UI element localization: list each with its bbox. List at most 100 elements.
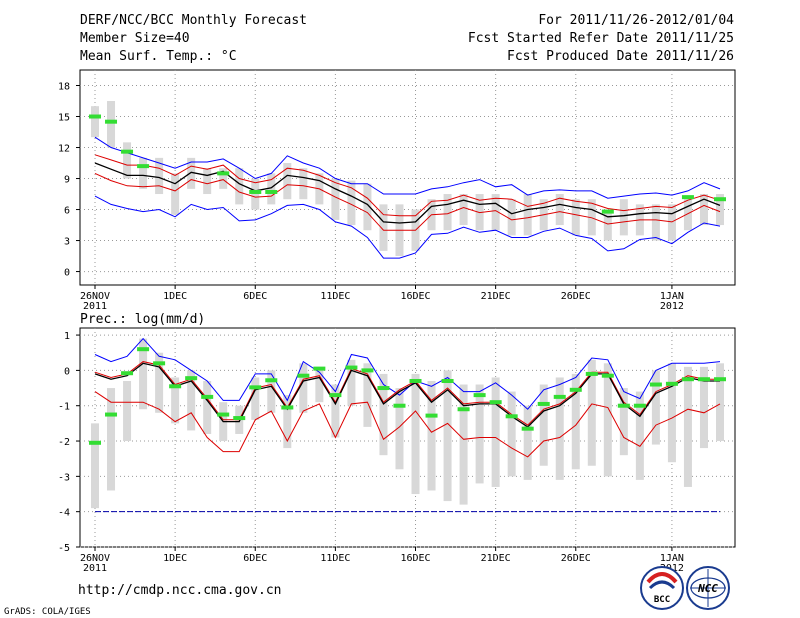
- prec-observed-marker: [681, 377, 694, 382]
- temp-upper-line: [94, 154, 721, 217]
- prec-spread-box: [363, 363, 372, 427]
- temp-xtick-label: 26NOV: [80, 291, 110, 302]
- temp-spread-box: [443, 194, 452, 231]
- prec-observed-marker: [329, 393, 342, 398]
- prec-ytick-label: -4: [58, 508, 70, 519]
- prec-spread-box: [267, 370, 276, 413]
- temp-ytick-label: 15: [58, 113, 70, 124]
- ncc-logo: NCC: [686, 566, 730, 610]
- prec-spread-box: [251, 377, 260, 420]
- prec-observed-marker: [313, 366, 326, 371]
- prec-spread-box: [716, 363, 724, 442]
- prec-observed-marker: [553, 394, 566, 399]
- prec-observed-marker: [105, 412, 118, 417]
- prec-observed-marker: [617, 403, 630, 408]
- temp-spread-box: [683, 199, 692, 231]
- prec-xtick-label: 6DEC: [243, 553, 267, 564]
- temp-spread-box: [155, 157, 164, 195]
- prec-spread-box: [667, 363, 676, 463]
- prec-observed-marker: [505, 414, 518, 419]
- temp-xtick-label: 1JAN: [660, 291, 684, 302]
- bcc-logo-text: BCC: [654, 595, 670, 605]
- temp-spread-box: [283, 163, 292, 200]
- temp-spread-box: [459, 194, 468, 226]
- prec-spread-box: [379, 373, 388, 456]
- prec-spread-box: [283, 395, 292, 449]
- prec-xtick-label: 1DEC: [163, 553, 187, 564]
- prec-observed-marker: [537, 401, 550, 406]
- prec-spread-box: [619, 388, 628, 456]
- temp-spread-box: [219, 168, 228, 189]
- temp-observed-marker: [681, 195, 694, 200]
- prec-spread-box: [299, 363, 308, 413]
- temp-spread-box: [107, 101, 116, 148]
- prec-ytick-label: -3: [58, 472, 70, 483]
- temp-min-line: [94, 195, 721, 259]
- prec-spread-box: [395, 388, 404, 470]
- prec-observed-marker: [169, 384, 182, 389]
- prec-observed-marker: [297, 373, 310, 378]
- temp-ytick-label: 0: [64, 268, 70, 279]
- prec-spread-box: [507, 391, 516, 477]
- prec-lower-line: [94, 391, 721, 458]
- temp-spread-box: [235, 168, 244, 205]
- temp-observed-marker: [714, 197, 726, 202]
- prec-spread-box: [699, 366, 708, 449]
- prec-spread-box: [123, 380, 132, 442]
- prec-spread-box: [91, 423, 99, 509]
- temp-mean-line: [94, 162, 721, 224]
- prec-spread-box: [203, 380, 212, 434]
- prec-observed-marker: [665, 381, 678, 386]
- chart-title: DERF/NCC/BCC Monthly Forecast: [80, 13, 307, 28]
- temp-spread-box: [603, 209, 612, 241]
- temp-spread-box: [716, 194, 724, 226]
- prec-ytick-label: -2: [58, 437, 70, 448]
- temp-spread-box: [187, 157, 196, 189]
- prec-spread-box: [139, 338, 148, 410]
- temp-xtick-label: 26DEC: [561, 291, 591, 302]
- variable-title-temp: Mean Surf. Temp.: °C: [80, 49, 237, 64]
- prec-xtick-label: 26DEC: [561, 553, 591, 564]
- temp-spread-box: [523, 194, 532, 236]
- prec-spread-box: [347, 359, 356, 406]
- temp-spread-box: [123, 142, 132, 179]
- prec-observed-marker: [441, 378, 454, 383]
- prec-spread-box: [587, 359, 596, 466]
- temp-spread-box: [91, 106, 99, 138]
- prec-spread-box: [187, 370, 196, 431]
- temp-spread-box: [699, 194, 708, 226]
- prec-observed-marker: [217, 412, 230, 417]
- variable-title-precip: Prec.: log(mm/d): [80, 312, 205, 327]
- temp-observed-marker: [137, 164, 150, 169]
- temp-spread-box: [139, 157, 148, 189]
- temp-ytick-label: 12: [58, 144, 70, 155]
- prec-observed-marker: [697, 377, 710, 382]
- prec-spread-box: [651, 370, 660, 445]
- prec-observed-marker: [377, 386, 390, 391]
- prec-xtick-label: 21DEC: [481, 553, 511, 564]
- prec-spread-box: [315, 366, 324, 403]
- temp-observed-marker: [121, 149, 134, 154]
- temp-spread-box: [571, 199, 580, 236]
- prec-spread-box: [635, 391, 644, 480]
- member-size: Member Size=40: [80, 31, 190, 46]
- prec-observed-marker: [393, 403, 406, 408]
- temp-spread-box: [171, 173, 180, 215]
- temp-max-line: [94, 136, 721, 199]
- prec-ytick-label: -1: [58, 402, 70, 413]
- prec-spread-box: [171, 377, 180, 424]
- temp-spread-box: [379, 204, 388, 251]
- temp-spread-box: [667, 204, 676, 241]
- temp-spread-box: [507, 199, 516, 236]
- prec-ytick-label: -5: [58, 543, 70, 554]
- temp-xtick-label: 11DEC: [320, 291, 350, 302]
- prec-observed-marker: [121, 371, 134, 376]
- temp-observed-marker: [105, 119, 118, 124]
- prec-ytick-label: 1: [64, 331, 70, 342]
- temp-spread-box: [347, 180, 356, 226]
- prec-observed-marker: [425, 413, 438, 418]
- temp-observed-marker: [89, 114, 101, 119]
- prec-observed-marker: [137, 347, 150, 352]
